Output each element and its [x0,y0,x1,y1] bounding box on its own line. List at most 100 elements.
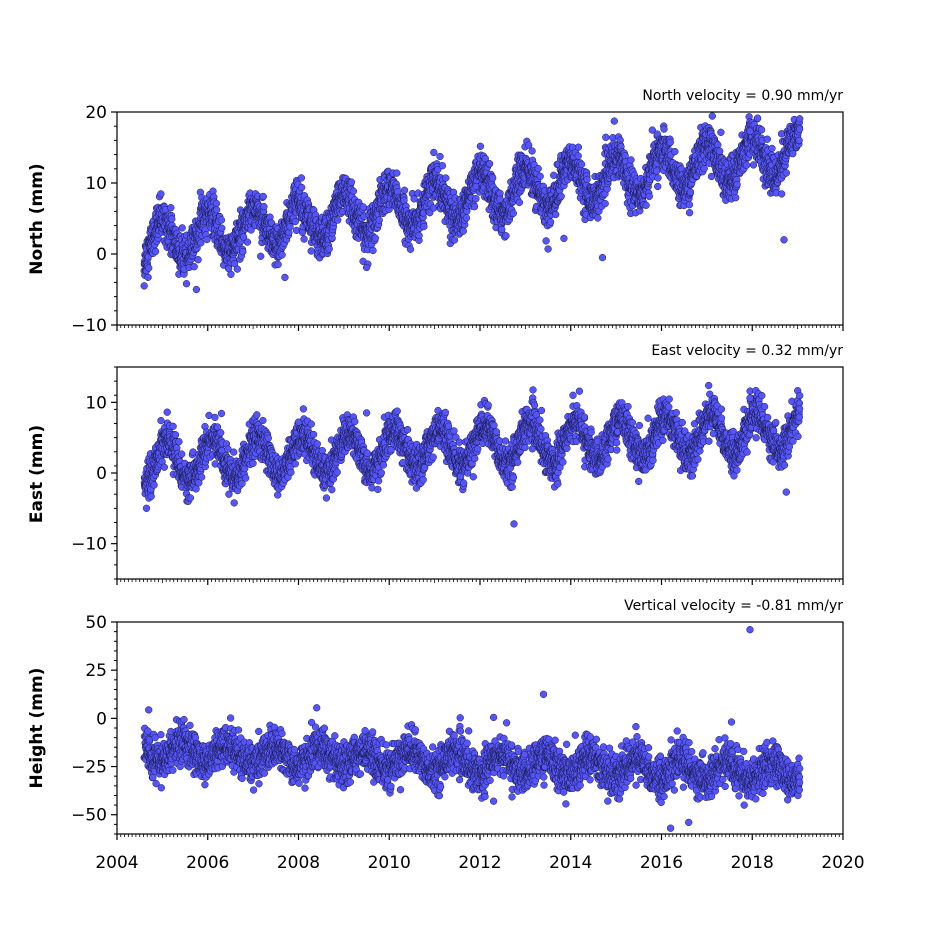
data-point [557,192,565,200]
data-point [286,223,294,231]
y-tick-label: 10 [85,174,107,194]
data-point [550,171,558,179]
data-point [349,187,358,195]
data-point [594,214,602,222]
data-point [168,215,176,223]
data-point [212,206,221,214]
data-point [325,245,333,253]
data-point [393,169,401,177]
data-point [671,147,679,156]
data-point [264,434,272,442]
data-point [666,138,674,146]
data-point [400,186,409,194]
data-point [300,235,308,243]
data-point [151,247,160,256]
data-point [186,494,195,502]
data-point [147,492,155,501]
data-point [574,152,582,160]
data-point [782,169,790,177]
data-point [450,236,459,244]
data-point [459,227,467,235]
data-point [796,115,804,123]
data-point [642,201,650,209]
data-point [178,450,186,458]
data-point [239,248,247,256]
data-point [410,195,418,203]
data-point [536,172,544,180]
data-point [583,175,591,184]
data-point [375,216,383,224]
outlier-point [560,234,568,243]
data-point [233,265,241,273]
data-point [546,218,555,226]
data-point [259,192,267,201]
data-point [601,199,609,208]
y-tick-label: 0 [96,245,107,265]
data-point [307,420,315,428]
data-point [406,245,415,253]
data-point [291,460,299,468]
data-point [534,164,542,173]
data-point [242,474,250,482]
data-point [212,199,221,208]
data-point [291,217,299,226]
north-data-points [140,112,804,294]
data-point [472,195,480,203]
east-panel: East velocity = 0.32 mm/yr East (mm) −10… [27,343,844,585]
data-point [257,252,265,260]
outlier-point [746,127,754,135]
data-point [515,198,524,207]
data-point [415,231,423,240]
data-point [778,190,786,198]
data-point [171,431,180,439]
data-point [190,263,198,271]
data-point [732,194,740,202]
data-point [420,222,428,231]
data-point [217,429,225,437]
outlier-point [544,245,552,253]
data-point [359,203,367,211]
data-point [430,148,438,157]
data-point [577,160,586,169]
east-y-axis-label: East (mm) [27,425,47,523]
data-point [438,162,447,170]
data-point [307,247,315,255]
data-point [313,440,321,448]
data-point [525,141,533,149]
data-point [552,210,560,219]
data-point [768,144,776,153]
data-point [502,232,510,240]
data-point [194,256,202,264]
data-point [197,473,206,481]
data-point [436,152,444,161]
data-point [182,280,191,288]
data-point [742,161,751,169]
data-point [700,164,708,173]
data-point [470,203,479,211]
data-point [259,416,267,425]
data-point [157,190,165,198]
outlier-point [362,263,371,272]
data-point [652,167,661,175]
north-y-axis-label: North (mm) [27,163,47,274]
y-tick-label: 20 [85,103,107,123]
data-point [298,183,306,192]
data-point [686,188,695,196]
data-point [160,463,168,471]
north-velocity-title: North velocity = 0.90 mm/yr [642,88,843,104]
data-point [217,216,226,224]
data-point [175,438,183,446]
data-point [274,491,282,499]
data-point [498,225,506,234]
data-point [528,147,536,155]
data-point [645,192,653,201]
data-point [298,228,307,237]
data-point [763,135,771,143]
data-point [749,161,758,169]
data-point [144,273,152,281]
data-point [309,430,318,439]
east-velocity-title: East velocity = 0.32 mm/yr [651,343,843,359]
outlier-point [281,273,289,282]
data-point [610,117,618,125]
data-point [795,136,803,145]
